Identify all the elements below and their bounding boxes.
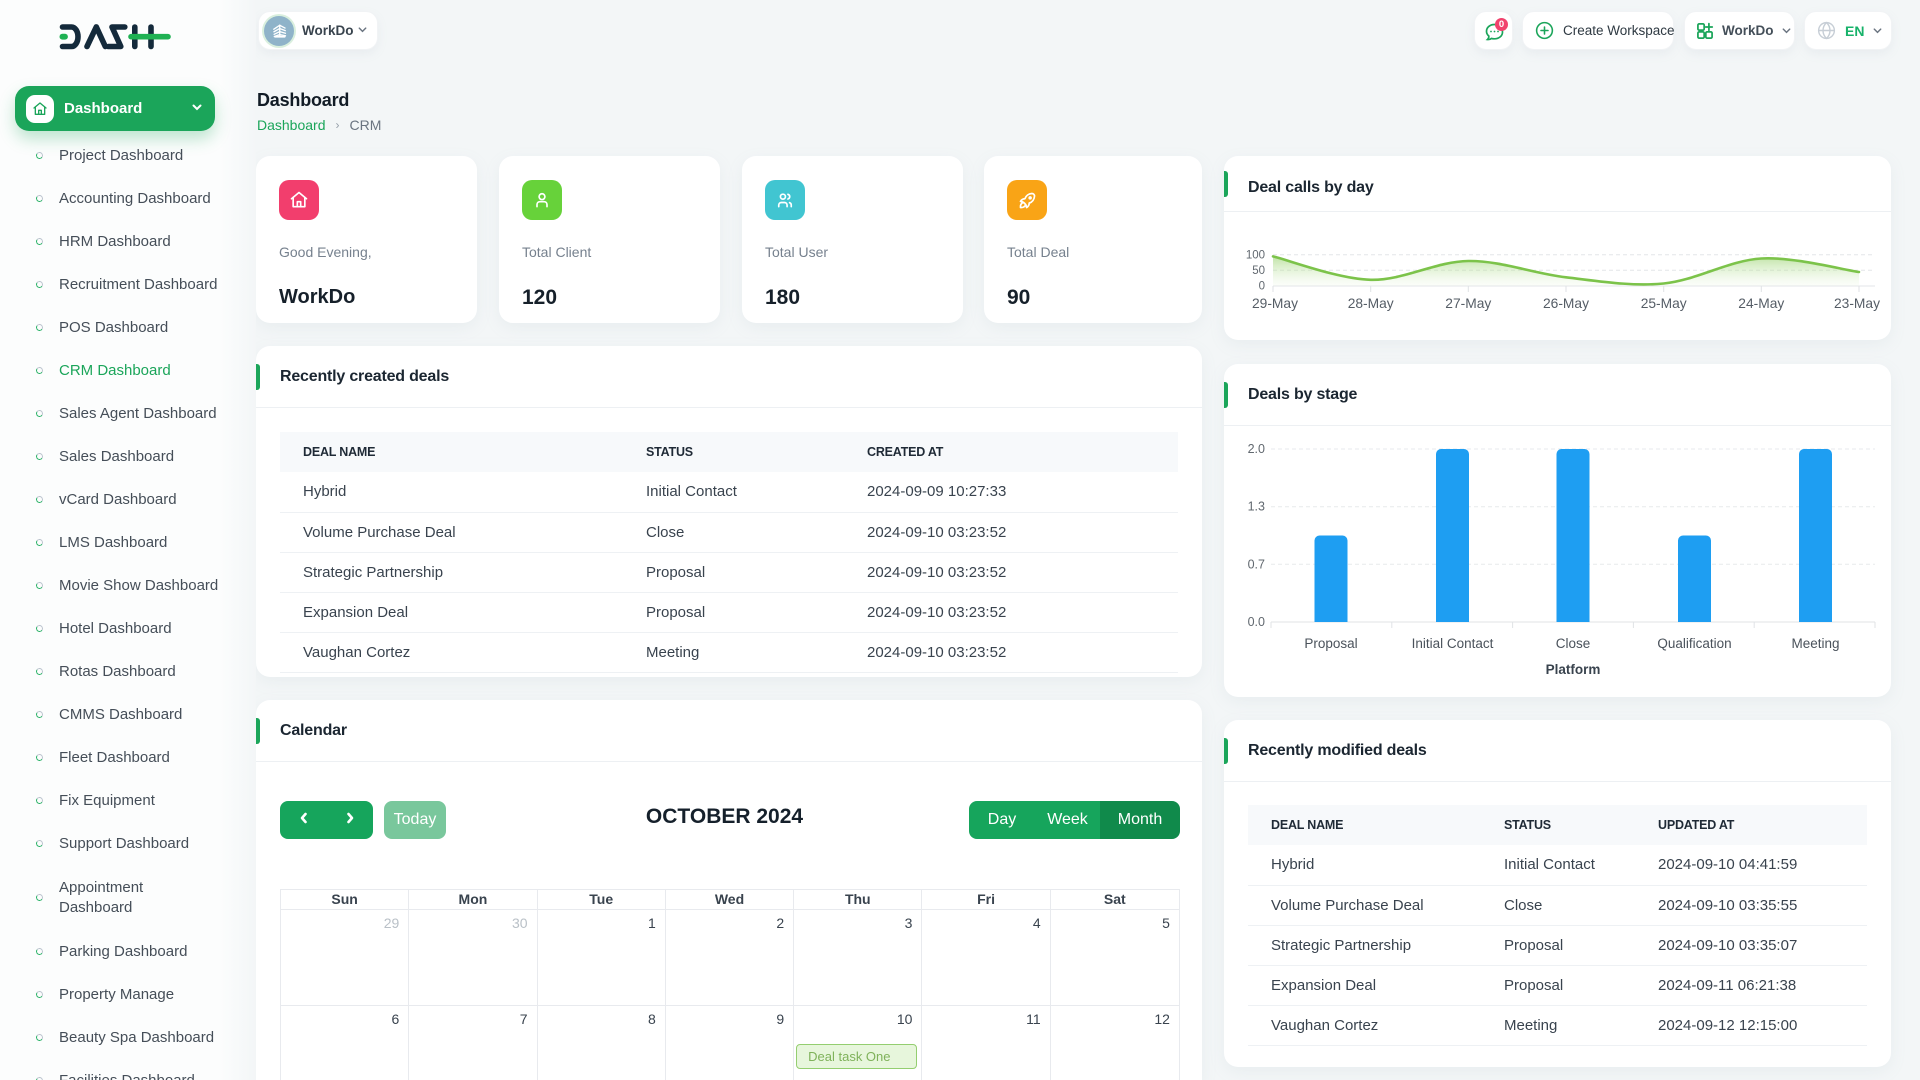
- svg-text:28-May: 28-May: [1348, 296, 1394, 311]
- svg-text:23-May: 23-May: [1834, 296, 1880, 311]
- svg-text:50: 50: [1252, 265, 1265, 277]
- svg-text:25-May: 25-May: [1641, 296, 1687, 311]
- svg-text:2.0: 2.0: [1248, 442, 1265, 456]
- svg-text:Close: Close: [1556, 636, 1591, 651]
- svg-text:29-May: 29-May: [1252, 296, 1298, 311]
- svg-text:27-May: 27-May: [1445, 296, 1491, 311]
- svg-text:1.3: 1.3: [1248, 500, 1265, 514]
- svg-text:Initial Contact: Initial Contact: [1412, 636, 1494, 651]
- svg-text:26-May: 26-May: [1543, 296, 1589, 311]
- svg-text:0.0: 0.0: [1248, 615, 1265, 629]
- svg-text:0.7: 0.7: [1248, 557, 1265, 571]
- svg-text:0: 0: [1259, 281, 1265, 293]
- svg-text:Meeting: Meeting: [1791, 636, 1839, 651]
- svg-text:Proposal: Proposal: [1304, 636, 1357, 651]
- svg-text:Platform: Platform: [1546, 662, 1601, 677]
- svg-text:24-May: 24-May: [1738, 296, 1784, 311]
- svg-text:Qualification: Qualification: [1657, 636, 1731, 651]
- svg-text:100: 100: [1246, 250, 1265, 262]
